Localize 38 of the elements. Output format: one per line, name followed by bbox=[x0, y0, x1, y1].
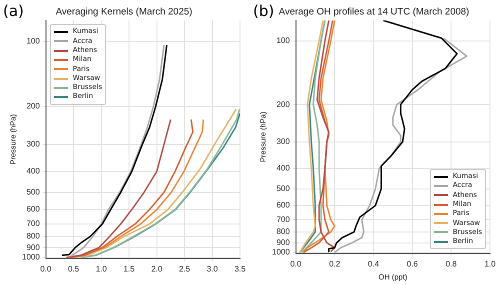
text: (a) bbox=[3, 2, 24, 20]
x-tick-label: 0.5 bbox=[68, 264, 80, 274]
x-tick-label: 1.0 bbox=[96, 264, 108, 274]
x-tick-label: 3.0 bbox=[206, 264, 218, 274]
x-tick-label: 1.0 bbox=[484, 259, 496, 268]
y-tick-label: 1000 bbox=[272, 248, 290, 257]
y-tick-label: 700 bbox=[26, 219, 40, 228]
y-tick-label: 200 bbox=[276, 100, 290, 109]
x-tick-label: 3.5 bbox=[234, 264, 246, 274]
x-tick-label: 0.2 bbox=[329, 259, 341, 268]
y-tick-label: 400 bbox=[26, 166, 40, 176]
x-tick-label: 0.8 bbox=[446, 259, 458, 268]
y-tick-label: 900 bbox=[26, 242, 40, 252]
y-tick-label: 700 bbox=[276, 214, 290, 224]
y-tick-label: 800 bbox=[276, 227, 290, 236]
x-tick-label: 0.0 bbox=[290, 259, 302, 268]
y-tick-label: 600 bbox=[276, 200, 290, 210]
y-tick-label: 300 bbox=[276, 137, 290, 146]
x-tick-label: 1.5 bbox=[123, 264, 136, 274]
y-tick-label: 500 bbox=[276, 184, 290, 193]
y-tick-label: 800 bbox=[26, 232, 40, 241]
y-tick-label: 100 bbox=[276, 36, 290, 46]
y-tick-label: 500 bbox=[26, 188, 40, 197]
y-tick-label: 900 bbox=[276, 238, 290, 248]
y-tick-label: 1000 bbox=[22, 252, 40, 262]
x-tick-label: 2.5 bbox=[178, 264, 191, 274]
chart-title: Averaging Kernels (March 2025) bbox=[56, 6, 192, 18]
x-tick-label: 0.0 bbox=[40, 264, 52, 274]
y-tick-label: 200 bbox=[26, 102, 40, 111]
y-tick-label: 400 bbox=[276, 163, 290, 172]
y-tick-label: 300 bbox=[26, 140, 40, 149]
x-tick-label: 2.0 bbox=[151, 264, 163, 274]
x-tick-label: 0.6 bbox=[406, 259, 418, 268]
y-tick-label: 600 bbox=[26, 204, 40, 214]
y-tick-label: 100 bbox=[26, 36, 40, 46]
text: (b) bbox=[253, 2, 274, 20]
x-tick-label: 0.4 bbox=[368, 259, 380, 268]
chart-title: Average OH profiles at 14 UTC (March 2008) bbox=[278, 6, 470, 18]
